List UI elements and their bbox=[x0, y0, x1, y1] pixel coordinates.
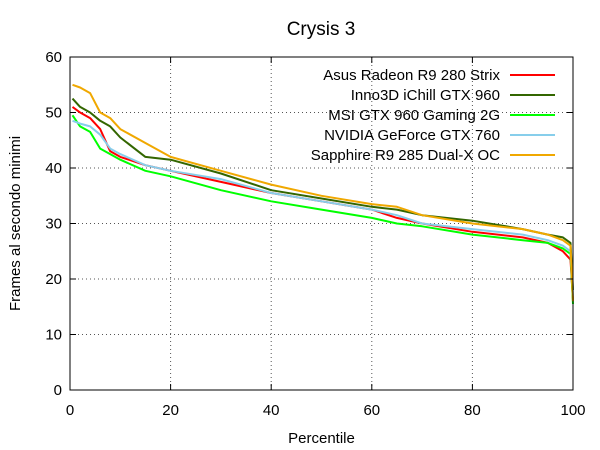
y-tick-label: 10 bbox=[45, 327, 62, 344]
y-tick-label: 40 bbox=[45, 160, 62, 177]
x-tick-label: 40 bbox=[263, 402, 280, 419]
x-tick-label: 20 bbox=[162, 402, 179, 419]
legend-label: Asus Radeon R9 280 Strix bbox=[323, 67, 500, 84]
x-tick-label: 0 bbox=[66, 402, 74, 419]
x-tick-label: 100 bbox=[560, 402, 585, 419]
x-tick-label: 60 bbox=[363, 402, 380, 419]
y-tick-label: 30 bbox=[45, 216, 62, 233]
y-tick-label: 20 bbox=[45, 271, 62, 288]
legend-label: Inno3D iChill GTX 960 bbox=[351, 87, 500, 104]
x-tick-label: 80 bbox=[464, 402, 481, 419]
axis-ticks: 0 20 40 60 80 100 0 10 20 30 40 50 60 bbox=[45, 49, 585, 419]
chart-title: Crysis 3 bbox=[287, 19, 356, 40]
legend: Asus Radeon R9 280 Strix Inno3D iChill GT… bbox=[311, 67, 555, 164]
y-axis-title: Frames al secondo minimi bbox=[7, 136, 24, 311]
x-axis-title: Percentile bbox=[288, 430, 355, 447]
legend-label: NVIDIA GeForce GTX 760 bbox=[324, 127, 500, 144]
series-line-3 bbox=[71, 114, 574, 305]
series-line-5 bbox=[72, 83, 574, 302]
series-line-4 bbox=[72, 119, 574, 296]
legend-label: MSI GTX 960 Gaming 2G bbox=[328, 107, 500, 124]
legend-label: Sapphire R9 285 Dual-X OC bbox=[311, 147, 500, 164]
y-tick-label: 50 bbox=[45, 105, 62, 122]
y-tick-label: 60 bbox=[45, 49, 62, 66]
y-tick-label: 0 bbox=[54, 382, 62, 399]
series-lines bbox=[71, 83, 574, 305]
